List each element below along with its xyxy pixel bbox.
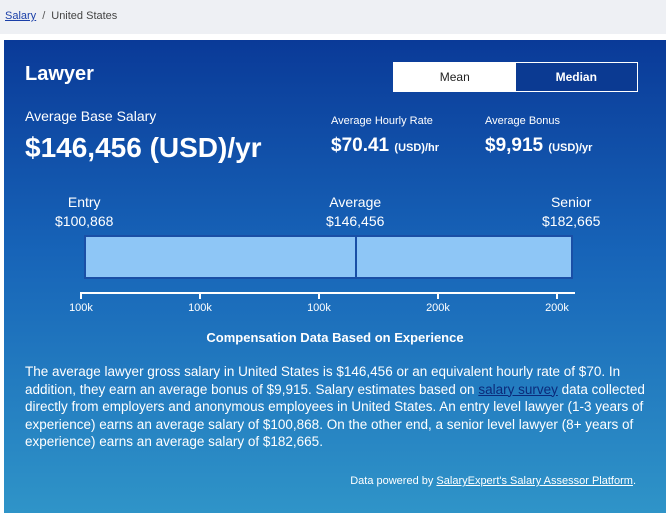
bonus-label: Average Bonus — [485, 115, 561, 127]
entry-to-average-segment — [84, 235, 357, 279]
salary-assessor-link[interactable]: SalaryExpert's Salary Assessor Platform — [436, 475, 633, 487]
mean-button[interactable]: Mean — [394, 63, 516, 91]
breadcrumb-link-salary[interactable]: Salary — [5, 10, 37, 22]
senior-label: Senior — [550, 194, 592, 210]
breadcrumb-current: United States — [51, 10, 118, 22]
axis-tick — [437, 292, 439, 299]
entry-value: $100,868 — [55, 213, 114, 229]
bonus-amount: $9,915 — [485, 135, 544, 156]
axis-tick — [199, 292, 201, 299]
bonus-unit: (USD)/yr — [548, 142, 593, 154]
job-title: Lawyer — [25, 63, 94, 85]
axis-tick — [318, 292, 320, 299]
compensation-chart-title: Compensation Data Based on Experience — [206, 330, 464, 345]
powered-by-suffix: . — [632, 475, 636, 487]
salary-card: Lawyer Mean Median Average Base Salary $… — [4, 40, 666, 513]
axis-tick-label: 100k — [69, 302, 93, 314]
average-label: Average — [329, 194, 382, 210]
hourly-rate-amount: $70.41 — [331, 135, 390, 156]
hourly-rate-unit: (USD)/hr — [394, 142, 440, 154]
average-value: $146,456 — [326, 213, 385, 229]
median-button[interactable]: Median — [515, 63, 637, 91]
senior-level: Senior $182,665 — [542, 194, 600, 229]
description-text-continued: data collected directly from employers a… — [25, 381, 645, 450]
entry-level: Entry $100,868 — [55, 194, 113, 229]
entry-label: Entry — [67, 194, 101, 210]
breadcrumb-bar: Salary / United States — [0, 0, 666, 34]
axis-tick-label: 200k — [426, 302, 450, 314]
average-level: Average $146,456 — [326, 194, 384, 229]
breadcrumb-separator: / — [42, 10, 46, 22]
salary-description: The average lawyer gross salary in Unite… — [25, 363, 645, 451]
average-base-label: Average Base Salary — [25, 108, 157, 124]
axis-tick — [556, 292, 558, 299]
breadcrumb: Salary / United States — [5, 10, 117, 22]
mean-median-toggle: Mean Median — [393, 62, 638, 92]
hourly-rate-value: $70.41 (USD)/hr — [331, 135, 439, 157]
average-to-senior-segment — [355, 235, 573, 279]
salary-survey-link[interactable]: salary survey — [478, 381, 558, 397]
salary-range-bar — [84, 235, 573, 279]
powered-by-prefix: Data powered by — [350, 475, 437, 487]
senior-value: $182,665 — [542, 213, 601, 229]
average-base-value: $146,456 (USD)/yr — [25, 132, 262, 163]
axis-tick-label: 100k — [188, 302, 212, 314]
powered-by: Data powered by SalaryExpert's Salary As… — [350, 475, 636, 487]
description-text: The average lawyer gross salary in Unite… — [25, 364, 621, 397]
axis-tick — [80, 292, 82, 299]
axis-tick-label: 100k — [307, 302, 331, 314]
bonus-value: $9,915 (USD)/yr — [485, 135, 592, 157]
salary-axis — [80, 292, 575, 294]
hourly-rate-label: Average Hourly Rate — [331, 115, 433, 127]
axis-tick-label: 200k — [545, 302, 569, 314]
